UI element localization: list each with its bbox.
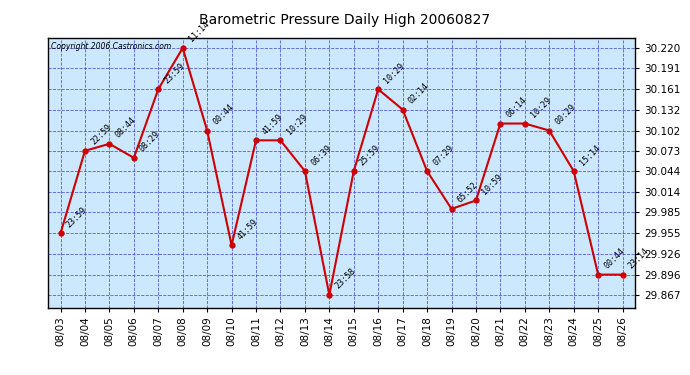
Text: 11:14: 11:14 [187,20,211,44]
Text: 00:44: 00:44 [211,102,235,126]
Text: 08:29: 08:29 [138,130,162,154]
Text: 08:44: 08:44 [114,116,137,140]
Text: 25:59: 25:59 [358,143,382,167]
Text: 00:44: 00:44 [602,246,627,270]
Text: 07:29: 07:29 [431,143,455,167]
Text: 22:59: 22:59 [89,123,113,147]
Text: 06:14: 06:14 [504,95,529,119]
Text: 23:59: 23:59 [162,61,186,85]
Text: 41:59: 41:59 [236,217,260,241]
Text: 23:59: 23:59 [65,205,89,229]
Text: 41:59: 41:59 [260,112,284,136]
Text: 10:29: 10:29 [529,95,553,119]
Text: 23:58: 23:58 [333,267,357,291]
Text: Barometric Pressure Daily High 20060827: Barometric Pressure Daily High 20060827 [199,13,491,27]
Text: 10:29: 10:29 [382,61,406,85]
Text: 65:52: 65:52 [455,181,480,205]
Text: 06:39: 06:39 [309,143,333,167]
Text: 02:14: 02:14 [407,81,431,105]
Text: 00:29: 00:29 [553,102,578,126]
Text: 10:59: 10:59 [480,172,504,196]
Text: 10:29: 10:29 [284,112,308,136]
Text: 15:14: 15:14 [578,143,602,167]
Text: Copyright 2006 Castronics.com: Copyright 2006 Castronics.com [51,42,172,51]
Text: 23:14: 23:14 [627,246,651,270]
